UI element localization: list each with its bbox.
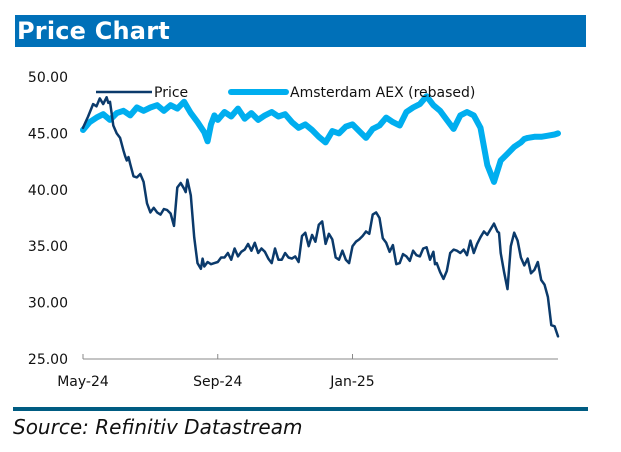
legend: Price Amsterdam AEX (rebased) <box>96 85 475 101</box>
x-tick-label: May-24 <box>57 374 109 390</box>
footer-divider <box>13 407 588 411</box>
y-tick-label: 45.00 <box>28 126 68 142</box>
x-tick-label: Sep-24 <box>193 374 242 390</box>
x-axis-ticks: May-24 Sep-24 Jan-25 <box>57 354 375 390</box>
series-line-price <box>81 96 560 338</box>
legend-label-amsterdam-aex: Amsterdam AEX (rebased) <box>290 85 475 101</box>
y-tick-label: 40.00 <box>28 183 68 199</box>
y-tick-label: 35.00 <box>28 239 68 255</box>
y-tick-label: 25.00 <box>28 352 68 368</box>
title-bar <box>15 15 586 47</box>
y-axis-ticks: 50.00 45.00 40.00 35.00 30.00 25.00 <box>28 70 68 368</box>
x-tick-label: Jan-25 <box>329 374 374 390</box>
chart-title: Price Chart <box>17 17 170 45</box>
legend-label-price: Price <box>154 85 188 101</box>
source-note: Source: Refinitiv Datastream <box>13 415 303 439</box>
series-line-amsterdam-aex <box>80 93 561 185</box>
y-tick-label: 50.00 <box>28 70 68 86</box>
y-tick-label: 30.00 <box>28 296 68 312</box>
